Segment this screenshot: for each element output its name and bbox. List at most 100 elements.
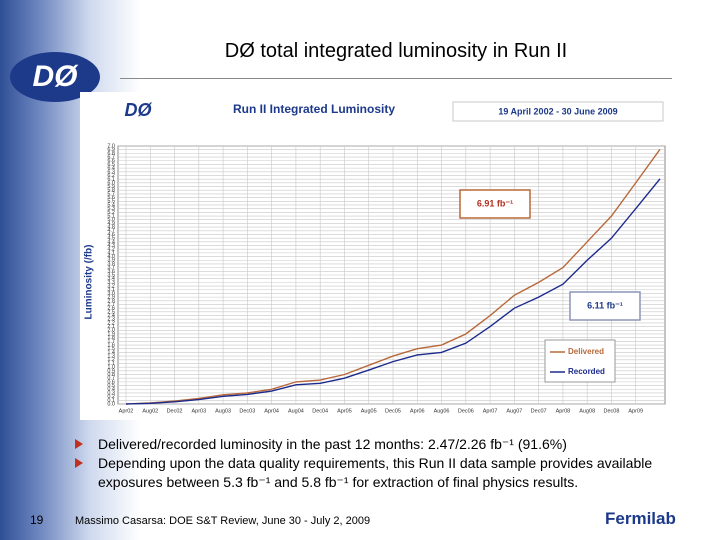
y-tick-label: 3.2 — [107, 284, 115, 290]
x-tick-label: Apr05 — [337, 408, 352, 414]
y-tick-label: 1.1 — [107, 361, 115, 367]
annotation: 6.11 fb⁻¹ — [587, 300, 623, 310]
y-tick-label: 3.3 — [107, 280, 115, 286]
x-tick-label: Apr03 — [191, 408, 206, 414]
bullet-text: Depending upon the data quality requirem… — [98, 455, 653, 490]
y-tick-label: 4.6 — [107, 232, 115, 238]
y-tick-label: 3.8 — [107, 261, 115, 267]
y-tick-label: 0.2 — [107, 394, 115, 400]
slide-title: DØ total integrated luminosity in Run II — [224, 40, 568, 62]
y-tick-label: 5.8 — [107, 188, 115, 194]
y-tick-label: 0.0 — [107, 401, 115, 407]
date-box — [452, 101, 664, 122]
y-tick-label: 2.2 — [107, 320, 115, 326]
y-axis-label: Luminosity (/fb) — [84, 245, 95, 320]
y-tick-label: 1.2 — [107, 357, 115, 363]
x-tick-label: Dec08 — [604, 408, 620, 414]
y-tick-label: 5.2 — [107, 210, 115, 216]
y-tick-label: 2.3 — [107, 317, 115, 323]
y-tick-label: 5.7 — [107, 191, 115, 197]
x-tick-label: Aug08 — [579, 408, 595, 414]
legend-label: Recorded — [568, 367, 605, 376]
y-tick-label: 0.1 — [107, 398, 115, 404]
annotation-box — [569, 291, 641, 321]
bullet-marker — [75, 458, 83, 468]
y-tick-label: 5.4 — [107, 202, 115, 208]
y-tick-label: 6.5 — [107, 162, 115, 168]
y-tick-label: 5.3 — [107, 206, 115, 212]
x-tick-label: Aug02 — [142, 408, 158, 414]
y-tick-label: 3.4 — [107, 276, 115, 282]
x-tick-label: Aug05 — [361, 408, 377, 414]
x-tick-label: Aug06 — [434, 408, 450, 414]
y-tick-label: 2.9 — [107, 295, 115, 301]
x-tick-label: Dec06 — [458, 408, 474, 414]
legend-label: Delivered — [568, 347, 604, 356]
y-tick-label: 0.8 — [107, 372, 115, 378]
y-tick-label: 3.6 — [107, 269, 115, 275]
y-tick-label: 2.0 — [107, 328, 115, 334]
legend-box — [544, 339, 616, 383]
x-tick-label: Dec03 — [239, 408, 255, 414]
footer-text: Massimo Casarsa: DOE S&T Review, June 30… — [75, 515, 371, 527]
y-tick-label: 6.6 — [107, 158, 115, 164]
x-tick-label: Apr06 — [410, 408, 425, 414]
chart-subtitle: 19 April 2002 - 30 June 2009 — [498, 106, 617, 116]
title-rule — [120, 78, 672, 79]
x-tick-label: Aug03 — [215, 408, 231, 414]
y-tick-label: 5.0 — [107, 217, 115, 223]
y-tick-label: 3.9 — [107, 258, 115, 264]
dzero-logo: DØ — [10, 52, 100, 102]
chart-title: Run II Integrated Luminosity — [233, 102, 395, 116]
bullet-marker — [75, 439, 83, 449]
y-tick-label: 2.5 — [107, 309, 115, 315]
y-tick-label: 2.6 — [107, 306, 115, 312]
y-tick-label: 6.0 — [107, 180, 115, 186]
y-tick-label: 4.4 — [107, 239, 115, 245]
series-line — [125, 148, 661, 405]
x-tick-label: Dec07 — [531, 408, 547, 414]
y-tick-label: 0.5 — [107, 383, 115, 389]
x-tick-label: Apr02 — [119, 408, 134, 414]
bullet: Depending upon the data quality requirem… — [75, 454, 715, 492]
y-tick-label: 0.4 — [107, 387, 115, 393]
y-tick-label: 4.5 — [107, 236, 115, 242]
y-tick-label: 4.3 — [107, 243, 115, 249]
y-tick-label: 1.6 — [107, 342, 115, 348]
y-tick-label: 3.1 — [107, 287, 115, 293]
y-tick-label: 2.8 — [107, 298, 115, 304]
y-tick-label: 1.8 — [107, 335, 115, 341]
x-tick-label: Apr04 — [264, 408, 279, 414]
y-tick-label: 5.9 — [107, 184, 115, 190]
y-tick-label: 3.5 — [107, 272, 115, 278]
y-tick-label: 5.1 — [107, 213, 115, 219]
annotation: 6.91 fb⁻¹ — [477, 198, 513, 208]
y-tick-label: 4.0 — [107, 254, 115, 260]
x-tick-label: Dec04 — [312, 408, 328, 414]
y-tick-label: 5.5 — [107, 199, 115, 205]
y-tick-label: 2.7 — [107, 302, 115, 308]
y-tick-label: 6.3 — [107, 169, 115, 175]
series-line — [125, 178, 661, 405]
y-tick-label: 6.2 — [107, 173, 115, 179]
y-tick-label: 4.1 — [107, 250, 115, 256]
y-tick-label: 1.0 — [107, 365, 115, 371]
y-tick-label: 0.7 — [107, 376, 115, 382]
x-tick-label: Aug04 — [288, 408, 304, 414]
y-tick-label: 1.9 — [107, 331, 115, 337]
y-tick-label: 4.7 — [107, 228, 115, 234]
x-tick-label: Apr08 — [556, 408, 571, 414]
x-tick-label: Apr07 — [483, 408, 498, 414]
y-tick-label: 6.7 — [107, 155, 115, 161]
bullet: Delivered/recorded luminosity in the pas… — [75, 435, 715, 454]
y-tick-label: 0.3 — [107, 390, 115, 396]
y-tick-label: 6.1 — [107, 177, 115, 183]
chart-logo: DØ — [125, 100, 153, 120]
annotation-box — [459, 189, 531, 219]
y-tick-label: 7.0 — [107, 143, 115, 149]
fermilab-logo: Fermilab — [605, 509, 676, 528]
y-tick-label: 4.2 — [107, 247, 115, 253]
x-tick-label: Dec02 — [167, 408, 183, 414]
y-tick-label: 3.7 — [107, 265, 115, 271]
y-tick-label: 2.1 — [107, 324, 115, 330]
